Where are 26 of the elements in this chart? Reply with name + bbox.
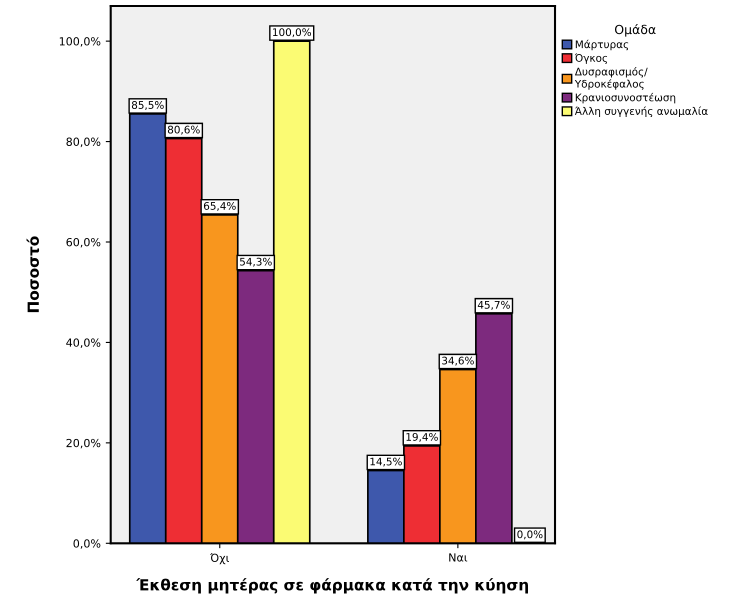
y-tick-label: 100,0%	[60, 37, 100, 47]
y-axis-title: Ποσοστό	[26, 236, 40, 312]
legend-label: Μάρτυρας	[576, 40, 628, 50]
data-label: 80,6%	[168, 126, 200, 135]
data-label: 14,5%	[370, 458, 402, 467]
legend-label: Όγκος	[574, 53, 608, 64]
x-tick-label: Όχι	[210, 553, 229, 564]
legend-label: Άλλη συγγενής ανωμαλία	[574, 106, 708, 118]
data-label: 0,0%	[517, 530, 543, 540]
y-tick-label: 0,0%	[73, 539, 100, 549]
y-tick-label: 40,0%	[66, 338, 100, 348]
data-label: 65,4%	[204, 202, 236, 211]
data-label: 100,0%	[273, 28, 312, 38]
y-tick-label: 20,0%	[66, 438, 100, 448]
legend-label: Κρανιοσυνοστέωση	[576, 92, 676, 104]
y-tick-label: 80,0%	[66, 138, 100, 148]
x-axis-title: Έκθεση μητέρας σε φάρμακα κατά την κύηση	[136, 578, 528, 594]
data-label: 54,3%	[240, 258, 272, 267]
data-label: 19,4%	[406, 432, 438, 442]
legend-title: Ομάδα	[614, 24, 656, 37]
y-tick-label: 60,0%	[66, 238, 100, 248]
data-label: 34,6%	[442, 356, 474, 366]
data-label: 45,7%	[478, 300, 510, 310]
data-label: 85,5%	[132, 101, 164, 110]
legend-label: Δυσραφισμός/ Υδροκέφαλος	[574, 67, 648, 90]
x-tick-label: Ναι	[449, 553, 468, 562]
